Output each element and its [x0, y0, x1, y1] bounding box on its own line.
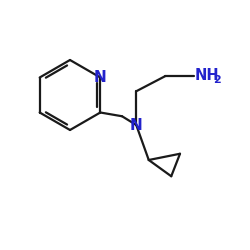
Text: 2: 2 [213, 75, 221, 85]
Text: N: N [94, 70, 107, 85]
Text: NH: NH [195, 68, 220, 82]
Text: N: N [130, 118, 142, 132]
